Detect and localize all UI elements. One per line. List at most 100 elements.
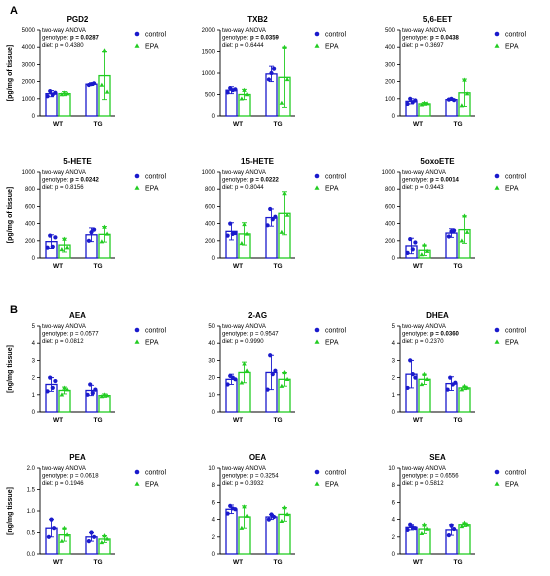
y-tick-label: 0 [32, 114, 36, 120]
anova-stat-line: diet: p = 0.9443 [402, 185, 444, 191]
anova-stat-line: genotype: p = 0.0438 [402, 36, 460, 42]
legend-marker-epa [134, 339, 140, 344]
data-point-control [413, 98, 418, 103]
data-point-control [408, 358, 413, 363]
stat-label: genotype: [42, 178, 70, 184]
chart-title: AEA [69, 311, 86, 320]
data-point-epa [99, 539, 105, 545]
y-tick-label: 8 [212, 483, 216, 489]
data-point-epa [419, 382, 425, 387]
anova-stat-line: genotype: p = 0.0359 [222, 36, 280, 42]
data-point-epa [62, 90, 67, 95]
x-category-label: WT [233, 559, 243, 566]
data-point-epa [242, 504, 247, 509]
y-tick-label: 3 [392, 358, 396, 364]
y-tick-label: 1000 [22, 97, 36, 103]
data-point-control [449, 523, 454, 528]
legend-label-control: control [145, 328, 166, 335]
data-point-epa [104, 536, 110, 541]
data-point-control [408, 522, 413, 527]
legend-marker-epa [134, 481, 140, 486]
stat-label: genotype: [402, 178, 430, 184]
stat-significant-p: p = 0.0360 [430, 332, 460, 338]
y-tick-label: 800 [25, 187, 36, 193]
legend-label-control: control [325, 174, 346, 181]
data-point-control [46, 534, 52, 539]
data-point-epa [284, 512, 290, 517]
data-point-control [408, 96, 413, 101]
x-category-label: WT [233, 121, 243, 128]
x-category-label: WT [53, 559, 63, 566]
anova-stat-line: genotype: p = 0.0222 [222, 178, 280, 184]
stat-significant-p: p = 0.0222 [250, 178, 280, 184]
legend-label-epa: EPA [325, 340, 339, 347]
legend-marker-control [314, 173, 320, 179]
data-point-control [228, 503, 233, 508]
data-point-control [45, 245, 50, 250]
data-point-control [453, 380, 458, 385]
data-point-epa [239, 525, 245, 530]
data-point-control [233, 230, 238, 236]
stat-label: genotype: [402, 36, 430, 42]
data-point-control [265, 223, 270, 228]
data-point-control [53, 378, 58, 384]
legend-label-epa: EPA [505, 186, 519, 193]
data-point-epa [459, 103, 465, 108]
y-axis-label: [ng/mg tissue] [7, 487, 14, 535]
y-tick-label: 0 [392, 552, 396, 558]
data-point-control [225, 233, 230, 238]
data-point-epa [462, 213, 467, 218]
anova-stat-line: genotype: p = 0.0242 [42, 178, 100, 184]
x-category-label: TG [93, 263, 102, 270]
x-category-label: WT [53, 263, 63, 270]
y-tick-label: 2.0 [27, 466, 36, 472]
x-category-label: TG [93, 559, 102, 566]
data-point-epa [422, 100, 427, 105]
data-point-control [413, 375, 418, 380]
data-point-control [233, 377, 238, 382]
data-point-control [266, 517, 271, 522]
data-point-epa [284, 212, 290, 217]
legend-marker-control [314, 31, 320, 37]
y-axis-label: [pg/mg of tissue] [7, 45, 14, 101]
legend-label-epa: EPA [145, 186, 159, 193]
anova-stat-line: genotype: p = 0.0360 [402, 332, 460, 338]
chart-title: 5,6-EET [423, 15, 452, 24]
data-point-epa [104, 89, 110, 94]
data-point-epa [424, 248, 430, 253]
y-tick-label: 4 [392, 341, 396, 347]
data-point-control [268, 353, 273, 358]
data-point-epa [59, 92, 65, 97]
data-point-epa [244, 513, 250, 518]
legend-label-epa: EPA [505, 482, 519, 489]
y-tick-label: 0 [212, 552, 216, 558]
y-tick-label: 500 [205, 93, 216, 99]
data-point-epa [422, 371, 427, 376]
y-tick-label: 1000 [382, 170, 396, 176]
anova-stat-line: two-way ANOVA [222, 170, 266, 176]
anova-stat-line: two-way ANOVA [42, 324, 86, 330]
x-category-label: TG [93, 417, 102, 424]
chart-dhea: DHEA 0 1 2 3 4 5 WT TG two-way ANOVA genotype: p =… [392, 311, 527, 424]
y-tick-label: 40 [208, 341, 215, 347]
legend-marker-control [134, 31, 140, 37]
anova-stat-line: two-way ANOVA [402, 466, 446, 472]
data-point-control [92, 227, 97, 232]
y-tick-label: 600 [385, 204, 396, 210]
data-point-control [272, 66, 277, 71]
legend-label-control: control [325, 32, 346, 39]
data-point-control [269, 512, 274, 517]
anova-stat-line: genotype: p = 0.0618 [42, 474, 99, 480]
y-tick-label: 3 [32, 358, 36, 364]
data-point-control [413, 526, 418, 531]
anova-stat-line: diet: p = 0.3697 [402, 43, 444, 49]
legend-marker-epa [314, 43, 320, 48]
y-tick-label: 600 [25, 204, 36, 210]
chart-title: TXB2 [247, 15, 268, 24]
x-category-label: TG [453, 559, 462, 566]
data-point-control [225, 90, 230, 95]
legend-marker-epa [494, 43, 500, 48]
y-tick-label: 200 [385, 239, 396, 245]
chart-aea: AEA 0 1 2 3 4 5 [ng/mg tissue] WT TG two-way ANOVA… [7, 311, 166, 424]
data-point-control [410, 372, 415, 377]
